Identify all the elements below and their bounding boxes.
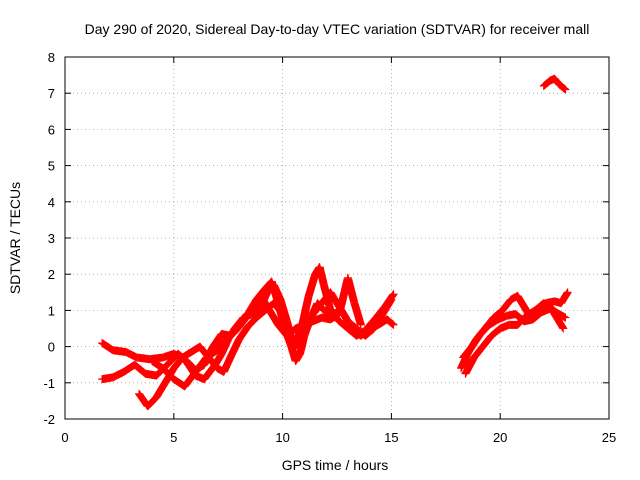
x-tick-label: 25 xyxy=(602,430,616,445)
x-axis-label: GPS time / hours xyxy=(282,457,389,473)
grid xyxy=(65,57,609,419)
chart-title: Day 290 of 2020, Sidereal Day-to-day VTE… xyxy=(85,21,590,37)
axis-ticks: 0 5 10 15 20 25 -2 -1 0 1 2 3 4 5 6 7 8 xyxy=(43,50,616,445)
y-tick-label: 7 xyxy=(48,86,55,101)
series-track-7 xyxy=(461,299,568,378)
series-trace xyxy=(540,75,569,93)
y-tick-label: 1 xyxy=(48,303,55,318)
series-track-6 xyxy=(459,304,570,362)
y-tick-label: 8 xyxy=(48,50,55,65)
y-axis-label: SDTVAR / TECUs xyxy=(7,182,23,294)
x-tick-label: 10 xyxy=(275,430,289,445)
x-tick-label: 5 xyxy=(170,430,177,445)
series-trace xyxy=(148,274,365,390)
y-tick-label: 3 xyxy=(48,231,55,246)
x-tick-label: 0 xyxy=(61,430,68,445)
series-track-4 xyxy=(148,273,365,391)
y-tick-label: 4 xyxy=(48,195,55,210)
y-tick-label: 6 xyxy=(48,122,55,137)
x-tick-label: 15 xyxy=(384,430,398,445)
series-trace xyxy=(461,299,567,377)
series-track-8 xyxy=(539,74,570,94)
x-tick-label: 20 xyxy=(493,430,507,445)
y-tick-label: 2 xyxy=(48,267,55,282)
data-points xyxy=(98,74,572,411)
y-tick-label: 5 xyxy=(48,159,55,174)
y-tick-label: 0 xyxy=(48,340,55,355)
series-track-3 xyxy=(135,288,396,411)
y-tick-label: -2 xyxy=(43,412,55,427)
y-tick-label: -1 xyxy=(43,376,55,391)
